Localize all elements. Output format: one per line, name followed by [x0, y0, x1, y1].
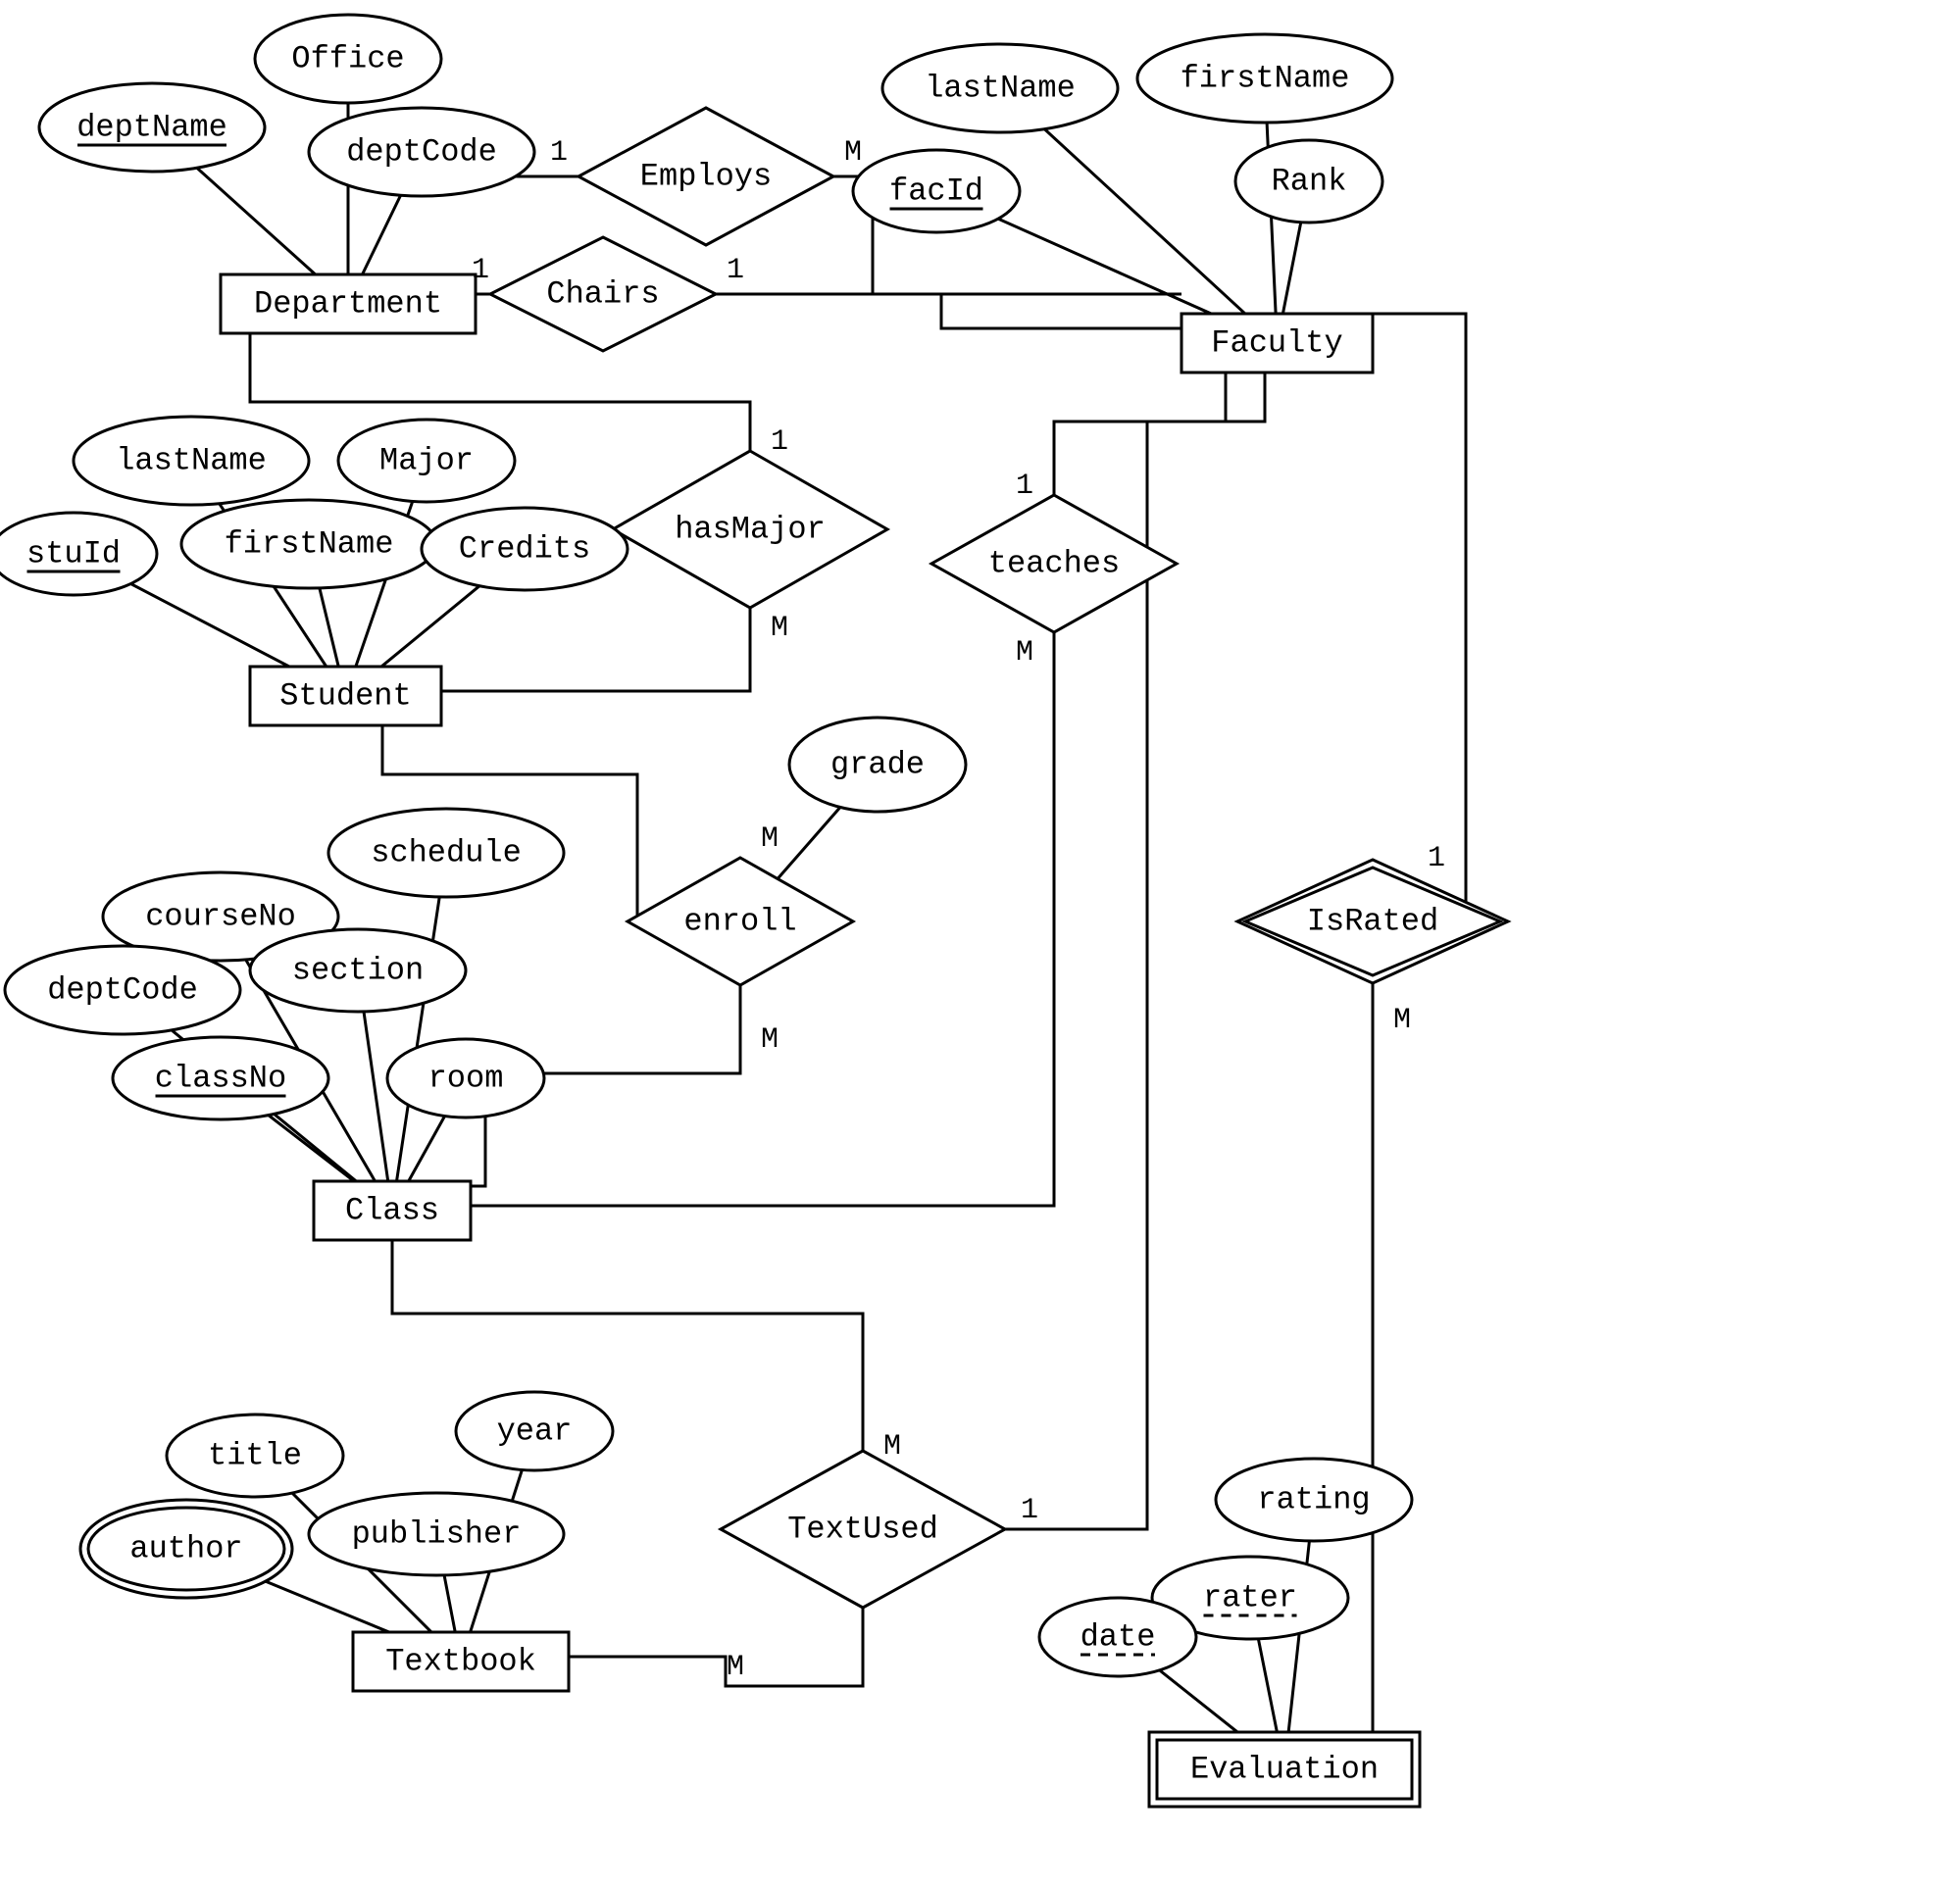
- svg-text:M: M: [1393, 1004, 1411, 1037]
- er-diagram-canvas: Department Faculty Student Class Textbook Eva…: [0, 0, 1960, 1887]
- svg-text:M: M: [844, 136, 862, 170]
- svg-text:1: 1: [1016, 470, 1033, 503]
- svg-text:Student: Student: [279, 677, 411, 714]
- svg-text:M: M: [771, 612, 788, 645]
- svg-text:room: room: [428, 1060, 504, 1096]
- svg-text:stuId: stuId: [26, 535, 121, 571]
- svg-text:rating: rating: [1257, 1481, 1370, 1517]
- svg-text:M: M: [761, 822, 779, 856]
- svg-text:lastName: lastName: [116, 442, 267, 478]
- svg-text:publisher: publisher: [352, 1515, 522, 1552]
- svg-text:Textbook: Textbook: [385, 1643, 536, 1679]
- svg-text:Employs: Employs: [640, 158, 772, 194]
- svg-text:1: 1: [550, 136, 568, 170]
- svg-text:facId: facId: [889, 173, 983, 209]
- svg-text:Chairs: Chairs: [546, 275, 659, 312]
- svg-text:classNo: classNo: [155, 1060, 286, 1096]
- svg-text:Department: Department: [254, 285, 442, 322]
- svg-text:rater: rater: [1203, 1579, 1297, 1615]
- svg-text:Rank: Rank: [1272, 163, 1347, 199]
- svg-text:Class: Class: [345, 1192, 439, 1228]
- svg-text:section: section: [292, 952, 424, 988]
- svg-text:1: 1: [1021, 1494, 1038, 1527]
- svg-text:title: title: [208, 1437, 302, 1473]
- svg-text:enroll: enroll: [683, 903, 796, 939]
- svg-text:M: M: [883, 1430, 901, 1464]
- svg-text:deptCode: deptCode: [47, 971, 198, 1008]
- svg-text:M: M: [727, 1651, 744, 1684]
- svg-text:Office: Office: [291, 40, 404, 76]
- svg-text:Evaluation: Evaluation: [1190, 1751, 1379, 1787]
- svg-text:courseNo: courseNo: [145, 898, 296, 934]
- svg-text:M: M: [761, 1023, 779, 1057]
- svg-text:deptCode: deptCode: [346, 133, 497, 170]
- svg-text:1: 1: [1428, 842, 1445, 875]
- svg-text:1: 1: [727, 254, 744, 287]
- svg-text:Faculty: Faculty: [1211, 324, 1342, 361]
- svg-text:1: 1: [771, 425, 788, 459]
- svg-text:deptName: deptName: [76, 109, 227, 145]
- svg-text:lastName: lastName: [925, 70, 1076, 106]
- svg-text:firstName: firstName: [225, 525, 394, 562]
- svg-text:grade: grade: [830, 746, 925, 782]
- svg-text:author: author: [129, 1530, 242, 1566]
- svg-text:1: 1: [472, 254, 489, 287]
- svg-text:year: year: [497, 1413, 573, 1449]
- svg-text:Major: Major: [379, 442, 474, 478]
- svg-text:date: date: [1081, 1618, 1156, 1655]
- svg-text:teaches: teaches: [988, 545, 1120, 581]
- svg-text:IsRated: IsRated: [1307, 903, 1438, 939]
- svg-text:firstName: firstName: [1181, 60, 1350, 96]
- svg-text:M: M: [1016, 636, 1033, 670]
- svg-text:Credits: Credits: [459, 530, 590, 567]
- svg-text:hasMajor: hasMajor: [675, 511, 826, 547]
- svg-text:schedule: schedule: [371, 834, 522, 870]
- svg-text:TextUsed: TextUsed: [787, 1511, 938, 1547]
